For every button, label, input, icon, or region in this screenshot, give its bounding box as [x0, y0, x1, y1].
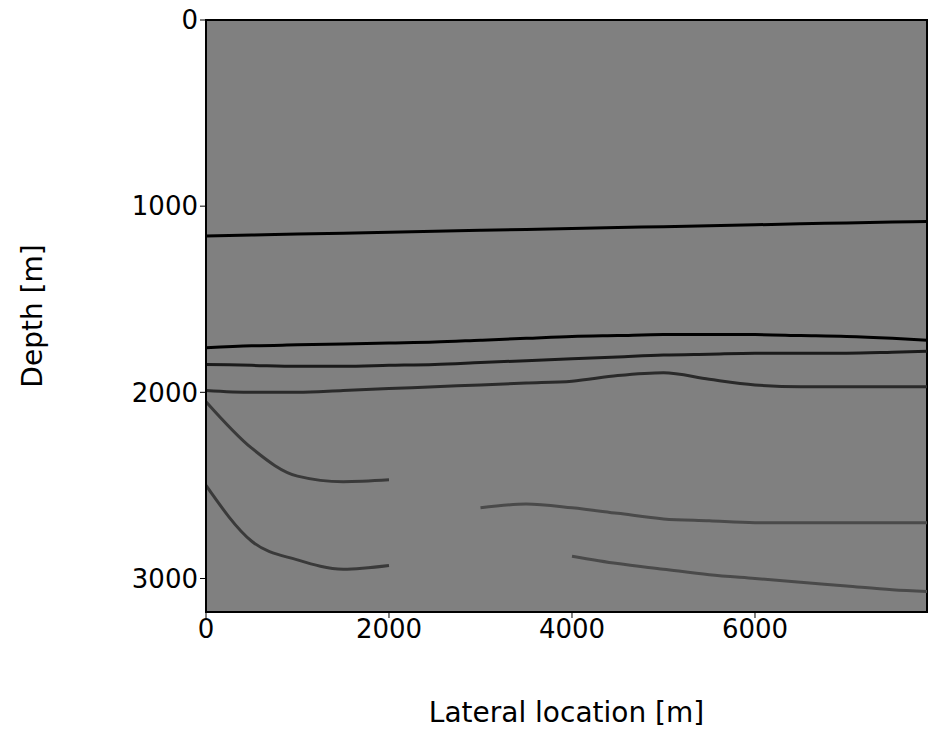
- svg-text:0: 0: [181, 5, 198, 35]
- svg-text:6000: 6000: [722, 614, 788, 644]
- svg-text:3000: 3000: [132, 564, 198, 594]
- svg-text:Lateral location [m]: Lateral location [m]: [429, 696, 704, 729]
- svg-text:2000: 2000: [356, 614, 422, 644]
- svg-text:2000: 2000: [132, 378, 198, 408]
- svg-text:Depth [m]: Depth [m]: [16, 244, 49, 387]
- svg-text:0: 0: [198, 614, 215, 644]
- svg-text:1000: 1000: [132, 191, 198, 221]
- svg-text:4000: 4000: [539, 614, 605, 644]
